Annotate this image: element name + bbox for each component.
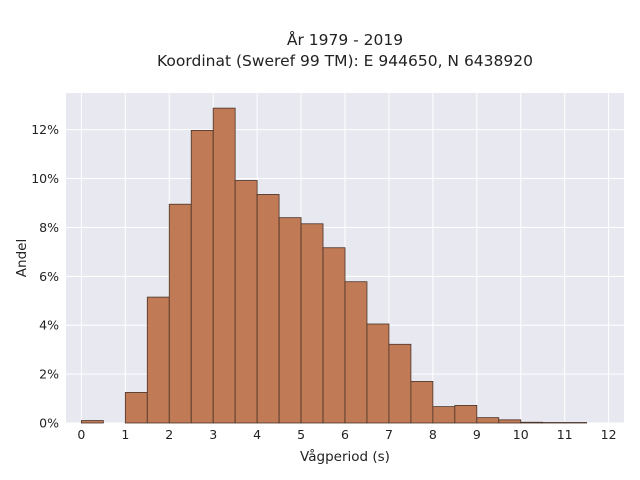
histogram-bar <box>168 203 192 424</box>
chart-title: År 1979 - 2019 <box>287 30 403 49</box>
histogram-bar <box>520 421 544 424</box>
histogram-bar <box>498 419 522 424</box>
histogram-bar <box>146 296 170 424</box>
y-tick-label: 0% <box>39 416 59 431</box>
x-tick-label: 8 <box>429 427 437 442</box>
y-tick-label: 8% <box>39 220 59 235</box>
x-tick-label: 10 <box>513 427 529 442</box>
x-tick-label: 0 <box>77 427 85 442</box>
histogram-bar <box>476 417 500 424</box>
histogram-bar <box>80 420 104 424</box>
bars <box>80 107 588 424</box>
y-tick-label: 6% <box>39 269 59 284</box>
histogram-bar <box>344 281 368 424</box>
x-tick-label: 9 <box>473 427 481 442</box>
histogram-bar <box>410 381 434 424</box>
x-tick-label: 5 <box>297 427 305 442</box>
histogram-bar <box>256 194 280 424</box>
x-tick-label: 11 <box>557 427 573 442</box>
x-tick-label: 1 <box>121 427 129 442</box>
x-tick-label: 6 <box>341 427 349 442</box>
x-tick-label: 2 <box>165 427 173 442</box>
x-tick-label: 7 <box>385 427 393 442</box>
y-tick-label: 4% <box>39 318 59 333</box>
histogram-bar <box>278 217 302 424</box>
histogram-bar <box>234 180 258 424</box>
x-tick-label: 3 <box>209 427 217 442</box>
histogram-bar <box>454 404 478 424</box>
histogram-bar <box>124 392 148 424</box>
histogram-bar <box>322 247 346 424</box>
x-axis-ticks: 0 1 2 3 4 5 6 7 8 9 10 11 12 <box>77 427 616 442</box>
histogram-bar <box>300 223 324 424</box>
histogram-bar <box>432 406 456 424</box>
y-axis-label: Andel <box>14 239 30 277</box>
histogram-bar <box>190 129 214 424</box>
histogram-bar <box>366 323 390 424</box>
x-axis-label: Vågperiod (s) <box>300 448 390 465</box>
y-axis-ticks: 0% 2% 4% 6% 8% 10% 12% <box>31 122 59 430</box>
x-tick-label: 12 <box>601 427 617 442</box>
y-tick-label: 10% <box>31 171 59 186</box>
y-tick-label: 2% <box>39 367 59 382</box>
histogram-bar <box>212 107 236 424</box>
histogram-bar <box>388 343 412 424</box>
y-tick-label: 12% <box>31 122 59 137</box>
x-tick-label: 4 <box>253 427 261 442</box>
chart-subtitle: Koordinat (Sweref 99 TM): E 944650, N 64… <box>157 52 533 70</box>
